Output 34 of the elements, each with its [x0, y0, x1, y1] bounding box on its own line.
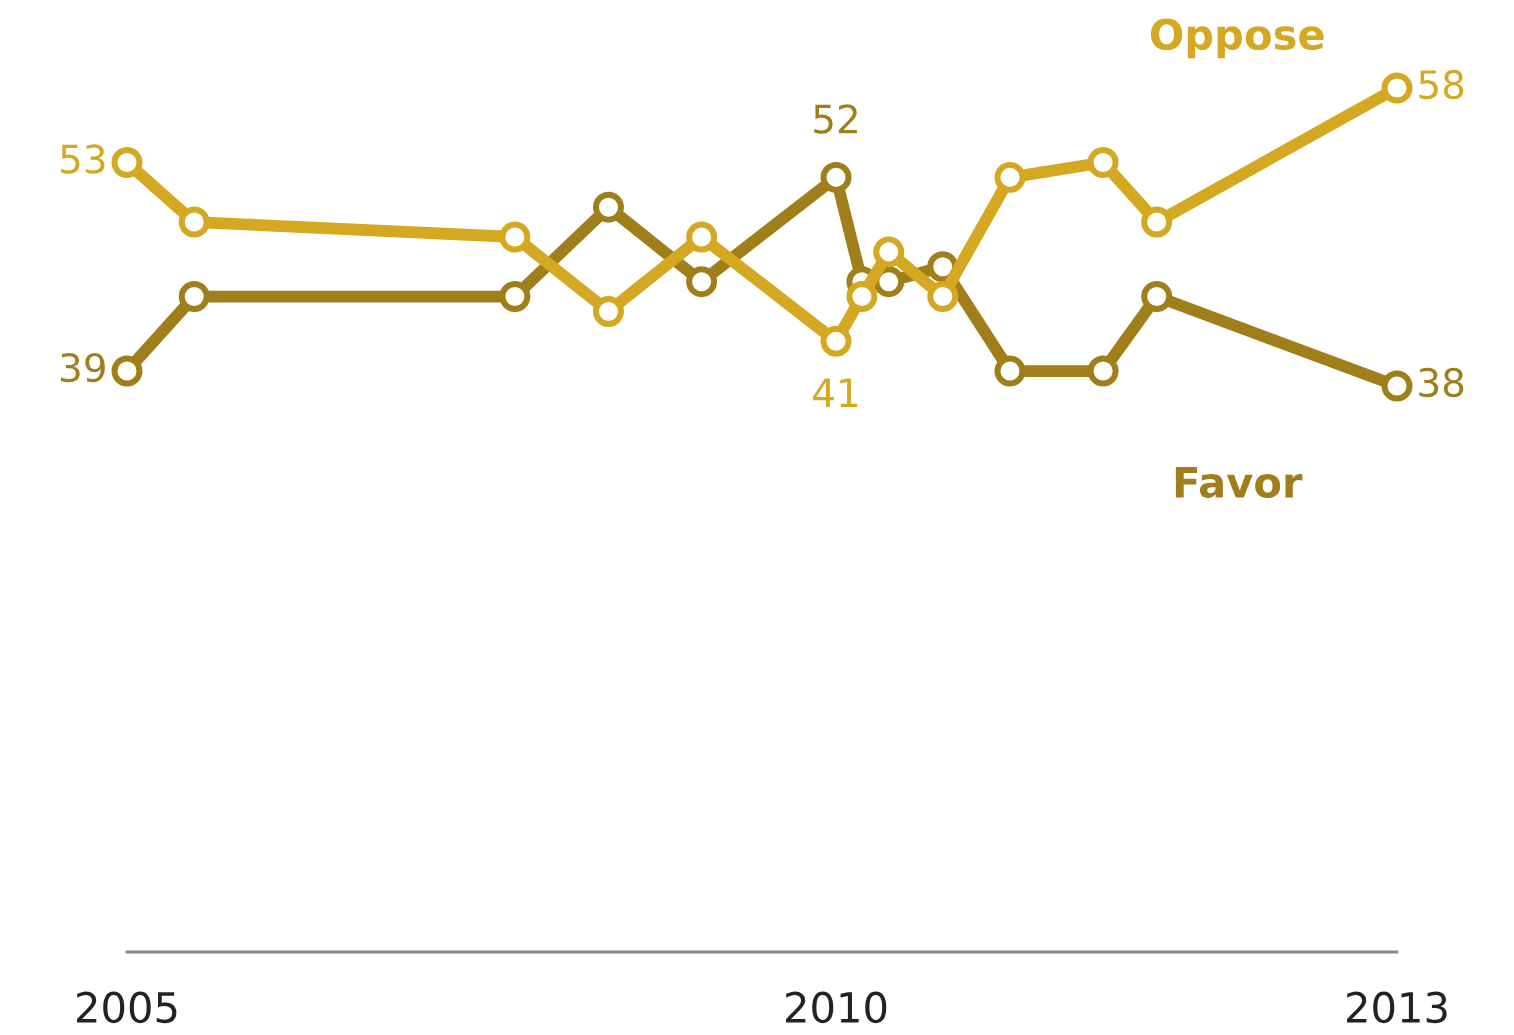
data-label: 41	[813, 378, 858, 407]
point	[592, 191, 624, 223]
point	[499, 221, 531, 253]
x-tick-label: 2010	[786, 991, 887, 1024]
x-tick-label: 2005	[77, 991, 177, 1024]
point	[686, 266, 718, 298]
point	[178, 281, 210, 313]
point	[686, 221, 718, 253]
point	[1087, 146, 1119, 178]
point	[111, 355, 143, 387]
point	[846, 281, 878, 313]
point	[111, 146, 143, 178]
point	[1087, 355, 1119, 387]
point	[1141, 206, 1173, 238]
point	[873, 236, 905, 268]
point	[499, 281, 531, 313]
series-label: Oppose	[1150, 18, 1324, 59]
point	[1141, 281, 1173, 313]
point	[1381, 72, 1413, 104]
point	[927, 281, 959, 313]
text: Favor	[1175, 467, 1303, 499]
data-label: 53	[61, 144, 105, 174]
point	[820, 325, 852, 357]
data-label: 39	[61, 352, 105, 383]
x-tick-label: 2013	[1347, 991, 1447, 1024]
data-label: 58	[1419, 69, 1464, 100]
point	[994, 161, 1026, 193]
point	[820, 161, 852, 193]
data-label: 38	[1419, 367, 1464, 398]
point	[994, 355, 1026, 387]
point	[1381, 370, 1413, 402]
data-label: 52	[814, 104, 857, 134]
point	[178, 206, 210, 238]
point	[592, 295, 624, 327]
